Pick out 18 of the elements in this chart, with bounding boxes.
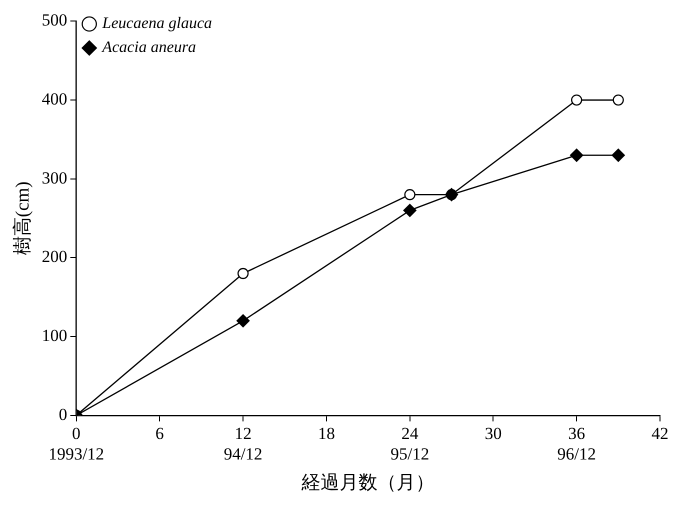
y-tick-label: 200: [42, 247, 68, 266]
y-tick-label: 300: [42, 168, 68, 188]
x-tick-label: 42: [652, 424, 668, 444]
y-axis-title: 樹高(cm): [11, 181, 34, 256]
y-tick-label: 100: [42, 326, 68, 346]
x-tick-label: 12 94/12: [224, 424, 262, 464]
x-tick-label: 24 95/12: [390, 424, 430, 464]
x-tick-label: 36 96/12: [557, 424, 596, 464]
x-tick-label: 0 1993/12: [48, 424, 104, 464]
legend-label: Leucaena glauca: [101, 15, 212, 32]
x-tick-label: 6: [155, 424, 164, 444]
x-axis-title: 経過月数（月）: [300, 472, 435, 494]
y-tick-label: 400: [42, 90, 68, 109]
legend-label: Acacia aneura: [101, 39, 196, 56]
x-tick-label: 30: [484, 424, 502, 444]
y-tick-label: 500: [42, 10, 68, 30]
x-tick-label: 18: [318, 424, 335, 444]
y-tick-label: 0: [58, 404, 68, 424]
